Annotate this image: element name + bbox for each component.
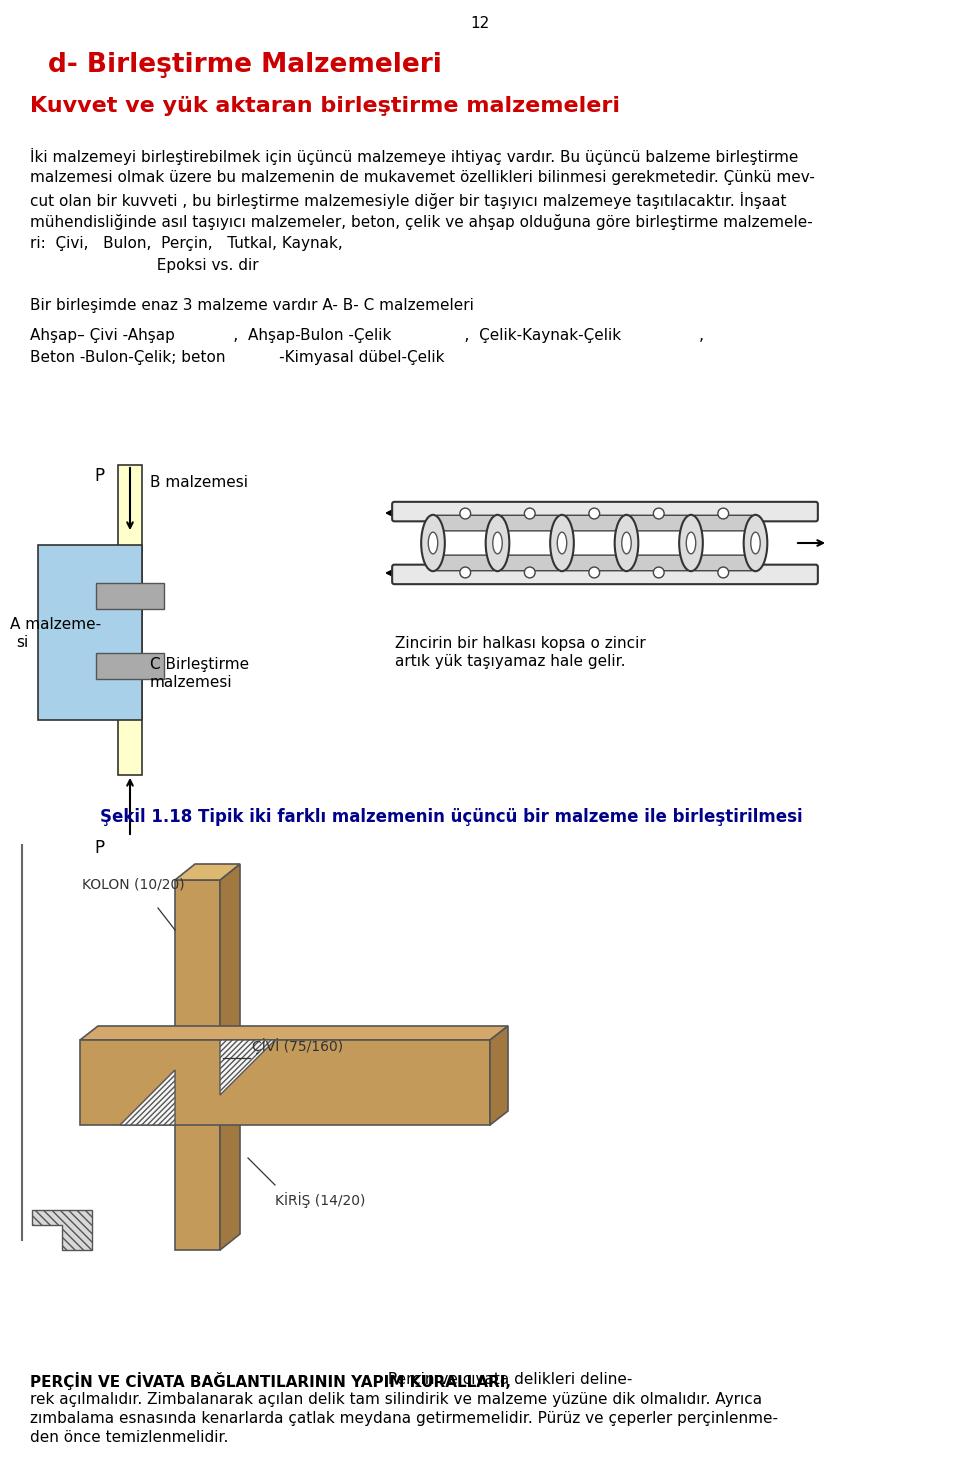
Text: KİRİŞ (14/20): KİRİŞ (14/20) [275, 1193, 366, 1209]
Text: d- Birleştirme Malzemeleri: d- Birleştirme Malzemeleri [48, 51, 442, 78]
FancyBboxPatch shape [693, 555, 753, 571]
Text: İki malzemeyi birleştirebilmek için üçüncü malzemeye ihtiyaç vardır. Bu üçüncü b: İki malzemeyi birleştirebilmek için üçün… [30, 148, 799, 166]
Text: C Birleştirme: C Birleştirme [150, 656, 250, 672]
Text: Perçin ve cıvata delikleri deline-: Perçin ve cıvata delikleri deline- [383, 1373, 633, 1387]
Text: zımbalama esnasında kenarlarda çatlak meydana getirmemelidir. Pürüz ve çeperler : zımbalama esnasında kenarlarda çatlak me… [30, 1411, 778, 1425]
FancyBboxPatch shape [436, 555, 495, 571]
Ellipse shape [614, 514, 638, 571]
Ellipse shape [654, 567, 664, 577]
Ellipse shape [557, 532, 566, 554]
Text: malzemesi: malzemesi [150, 675, 232, 690]
Polygon shape [118, 464, 142, 775]
FancyBboxPatch shape [392, 502, 818, 522]
Polygon shape [175, 880, 220, 1250]
Ellipse shape [550, 514, 574, 571]
Text: 12: 12 [470, 16, 490, 31]
Text: malzemesi olmak üzere bu malzemenin de mukavemet özellikleri bilinmesi gerekmete: malzemesi olmak üzere bu malzemenin de m… [30, 170, 815, 185]
Ellipse shape [679, 514, 703, 571]
Ellipse shape [492, 532, 502, 554]
Text: P: P [94, 467, 104, 485]
Polygon shape [38, 545, 142, 719]
Polygon shape [96, 653, 164, 678]
Ellipse shape [524, 567, 535, 577]
Ellipse shape [654, 508, 664, 519]
Polygon shape [120, 1069, 175, 1125]
FancyBboxPatch shape [693, 516, 753, 530]
Text: mühendisliğinde asıl taşıyıcı malzemeler, beton, çelik ve ahşap olduğuna göre bi: mühendisliğinde asıl taşıyıcı malzemeler… [30, 214, 813, 230]
Polygon shape [175, 864, 240, 880]
Ellipse shape [751, 532, 760, 554]
Text: A malzeme-: A malzeme- [10, 617, 101, 631]
Text: ÇİVİ (75/160): ÇİVİ (75/160) [252, 1039, 343, 1053]
Text: P: P [94, 839, 104, 857]
Text: Beton -Bulon-Çelik; beton           -Kimyasal dübel-Çelik: Beton -Bulon-Çelik; beton -Kimyasal dübe… [30, 350, 444, 365]
Ellipse shape [460, 508, 470, 519]
Text: B malzemesi: B malzemesi [150, 475, 248, 489]
Text: ri:  Çivi,   Bulon,  Perçin,   Tutkal, Kaynak,: ri: Çivi, Bulon, Perçin, Tutkal, Kaynak, [30, 236, 343, 251]
Text: Ahşap– Çivi -Ahşap            ,  Ahşap-Bulon -Çelik               ,  Çelik-Kayna: Ahşap– Çivi -Ahşap , Ahşap-Bulon -Çelik … [30, 328, 704, 343]
Text: Zincirin bir halkası kopsa o zincir: Zincirin bir halkası kopsa o zincir [395, 636, 646, 650]
Text: KOLON (10/20): KOLON (10/20) [82, 878, 184, 892]
Text: cut olan bir kuvveti , bu birleştirme malzemesiyle diğer bir taşıyıcı malzemeye : cut olan bir kuvveti , bu birleştirme ma… [30, 192, 786, 209]
FancyBboxPatch shape [436, 516, 495, 530]
Ellipse shape [588, 508, 600, 519]
Polygon shape [80, 1026, 508, 1040]
FancyBboxPatch shape [564, 516, 624, 530]
FancyBboxPatch shape [500, 516, 560, 530]
Text: PERÇİN VE CİVATA BAĞLANTILARININ YAPIM KURALLARI,: PERÇİN VE CİVATA BAĞLANTILARININ YAPIM K… [30, 1373, 511, 1390]
Ellipse shape [622, 532, 632, 554]
Polygon shape [220, 1040, 275, 1094]
Text: si: si [16, 634, 28, 650]
Polygon shape [96, 583, 164, 609]
Text: Kuvvet ve yük aktaran birleştirme malzemeleri: Kuvvet ve yük aktaran birleştirme malzem… [30, 97, 620, 116]
FancyBboxPatch shape [392, 564, 818, 585]
Text: artık yük taşıyamaz hale gelir.: artık yük taşıyamaz hale gelir. [395, 653, 626, 670]
Text: Şekil 1.18 Tipik iki farklı malzemenin üçüncü bir malzeme ile birleştirilmesi: Şekil 1.18 Tipik iki farklı malzemenin ü… [100, 809, 803, 826]
Polygon shape [490, 1026, 508, 1125]
FancyBboxPatch shape [564, 555, 624, 571]
Ellipse shape [460, 567, 470, 577]
Polygon shape [32, 1210, 92, 1250]
Ellipse shape [588, 567, 600, 577]
Ellipse shape [421, 514, 444, 571]
Ellipse shape [686, 532, 696, 554]
Ellipse shape [744, 514, 767, 571]
FancyBboxPatch shape [629, 516, 688, 530]
FancyBboxPatch shape [500, 555, 560, 571]
Text: rek açılmalıdır. Zimbalanarak açılan delik tam silindirik ve malzeme yüzüne dik : rek açılmalıdır. Zimbalanarak açılan del… [30, 1392, 762, 1406]
Ellipse shape [524, 508, 535, 519]
Polygon shape [80, 1040, 490, 1125]
Text: Bir birleşimde enaz 3 malzeme vardır A- B- C malzemeleri: Bir birleşimde enaz 3 malzeme vardır A- … [30, 297, 474, 314]
Polygon shape [220, 864, 240, 1250]
Text: den önce temizlenmelidir.: den önce temizlenmelidir. [30, 1430, 228, 1444]
Ellipse shape [718, 567, 729, 577]
Ellipse shape [428, 532, 438, 554]
Text: Epoksi vs. dir: Epoksi vs. dir [30, 258, 258, 272]
Ellipse shape [486, 514, 510, 571]
Ellipse shape [718, 508, 729, 519]
FancyBboxPatch shape [629, 555, 688, 571]
